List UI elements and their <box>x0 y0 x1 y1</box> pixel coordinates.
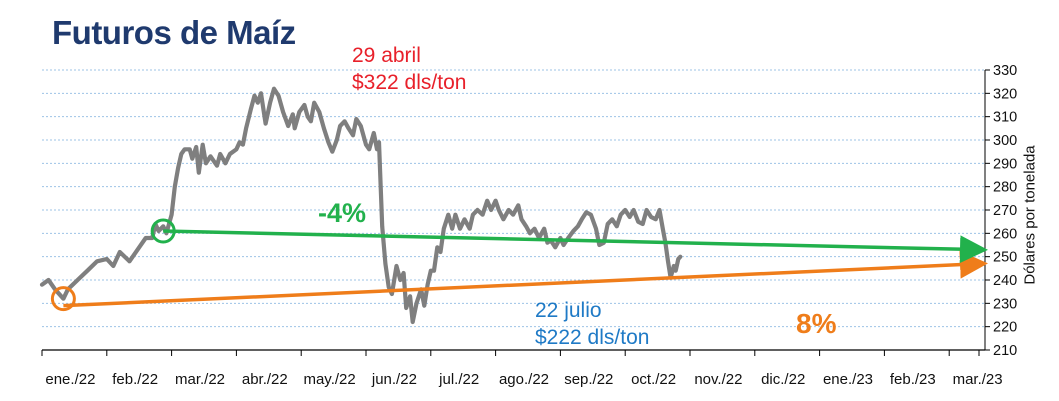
x-tick-label: dic./22 <box>761 371 805 388</box>
y-axis-ticks: 210 220 230 240 250 260 270 280 290 300 310 320 330 <box>984 63 1017 359</box>
low-annotation: 22 julio $222 dls/ton <box>535 297 649 351</box>
chart-title: Futuros de Maíz <box>52 14 296 51</box>
high-date-label: 29 abril <box>352 44 421 67</box>
x-tick-label: ago./22 <box>499 371 549 388</box>
march-marker-circle <box>150 218 176 244</box>
y-tick-label: 240 <box>993 273 1017 289</box>
x-tick-label: may./22 <box>303 371 355 388</box>
trend-arrows <box>50 218 988 312</box>
x-tick-label: feb./23 <box>890 371 936 388</box>
y-tick-label: 300 <box>993 133 1017 149</box>
y-tick-label: 210 <box>993 343 1017 359</box>
x-tick-label: oct./22 <box>631 371 676 388</box>
y-tick-label: 310 <box>993 110 1017 126</box>
x-tick-label: ene./23 <box>823 371 873 388</box>
low-date-label: 22 julio <box>535 299 602 322</box>
price-series-line <box>39 86 683 325</box>
y-tick-label: 290 <box>993 156 1017 172</box>
y-tick-label: 280 <box>993 180 1017 196</box>
start-marker-circle <box>50 286 76 312</box>
green-percent-label: -4% <box>318 198 367 228</box>
x-tick-label: feb./22 <box>112 371 158 388</box>
orange-percent-label: 8% <box>796 308 837 339</box>
y-tick-label: 230 <box>993 296 1017 312</box>
orange-trend-arrow <box>63 250 988 308</box>
x-tick-label: mar./23 <box>953 371 1003 388</box>
x-tick-label: nov./22 <box>694 371 742 388</box>
high-annotation: 29 abril $322 dls/ton <box>352 42 466 96</box>
x-axis-ticks: ene./22 feb./22 mar./22 abr./22 may./22 jun./… <box>41 349 1003 388</box>
y-tick-label: 330 <box>993 63 1017 79</box>
y-tick-label: 270 <box>993 203 1017 219</box>
gridlines <box>42 69 985 328</box>
y-tick-label: 260 <box>993 226 1017 242</box>
low-price-label: $222 dls/ton <box>535 326 650 349</box>
green-trend-arrow <box>163 229 988 264</box>
x-tick-label: ene./22 <box>45 371 95 388</box>
y-axis-label: Dólares por tonelada <box>1021 145 1039 285</box>
x-tick-label: jun./22 <box>371 371 417 388</box>
x-tick-label: mar./22 <box>175 371 225 388</box>
y-tick-label: 320 <box>993 86 1017 102</box>
y-tick-label: 250 <box>993 250 1017 266</box>
high-price-label: $322 dls/ton <box>352 71 467 94</box>
y-tick-label: 220 <box>993 320 1017 336</box>
x-tick-label: abr./22 <box>242 371 288 388</box>
x-tick-label: jul./22 <box>438 371 479 388</box>
x-tick-label: sep./22 <box>564 371 613 388</box>
